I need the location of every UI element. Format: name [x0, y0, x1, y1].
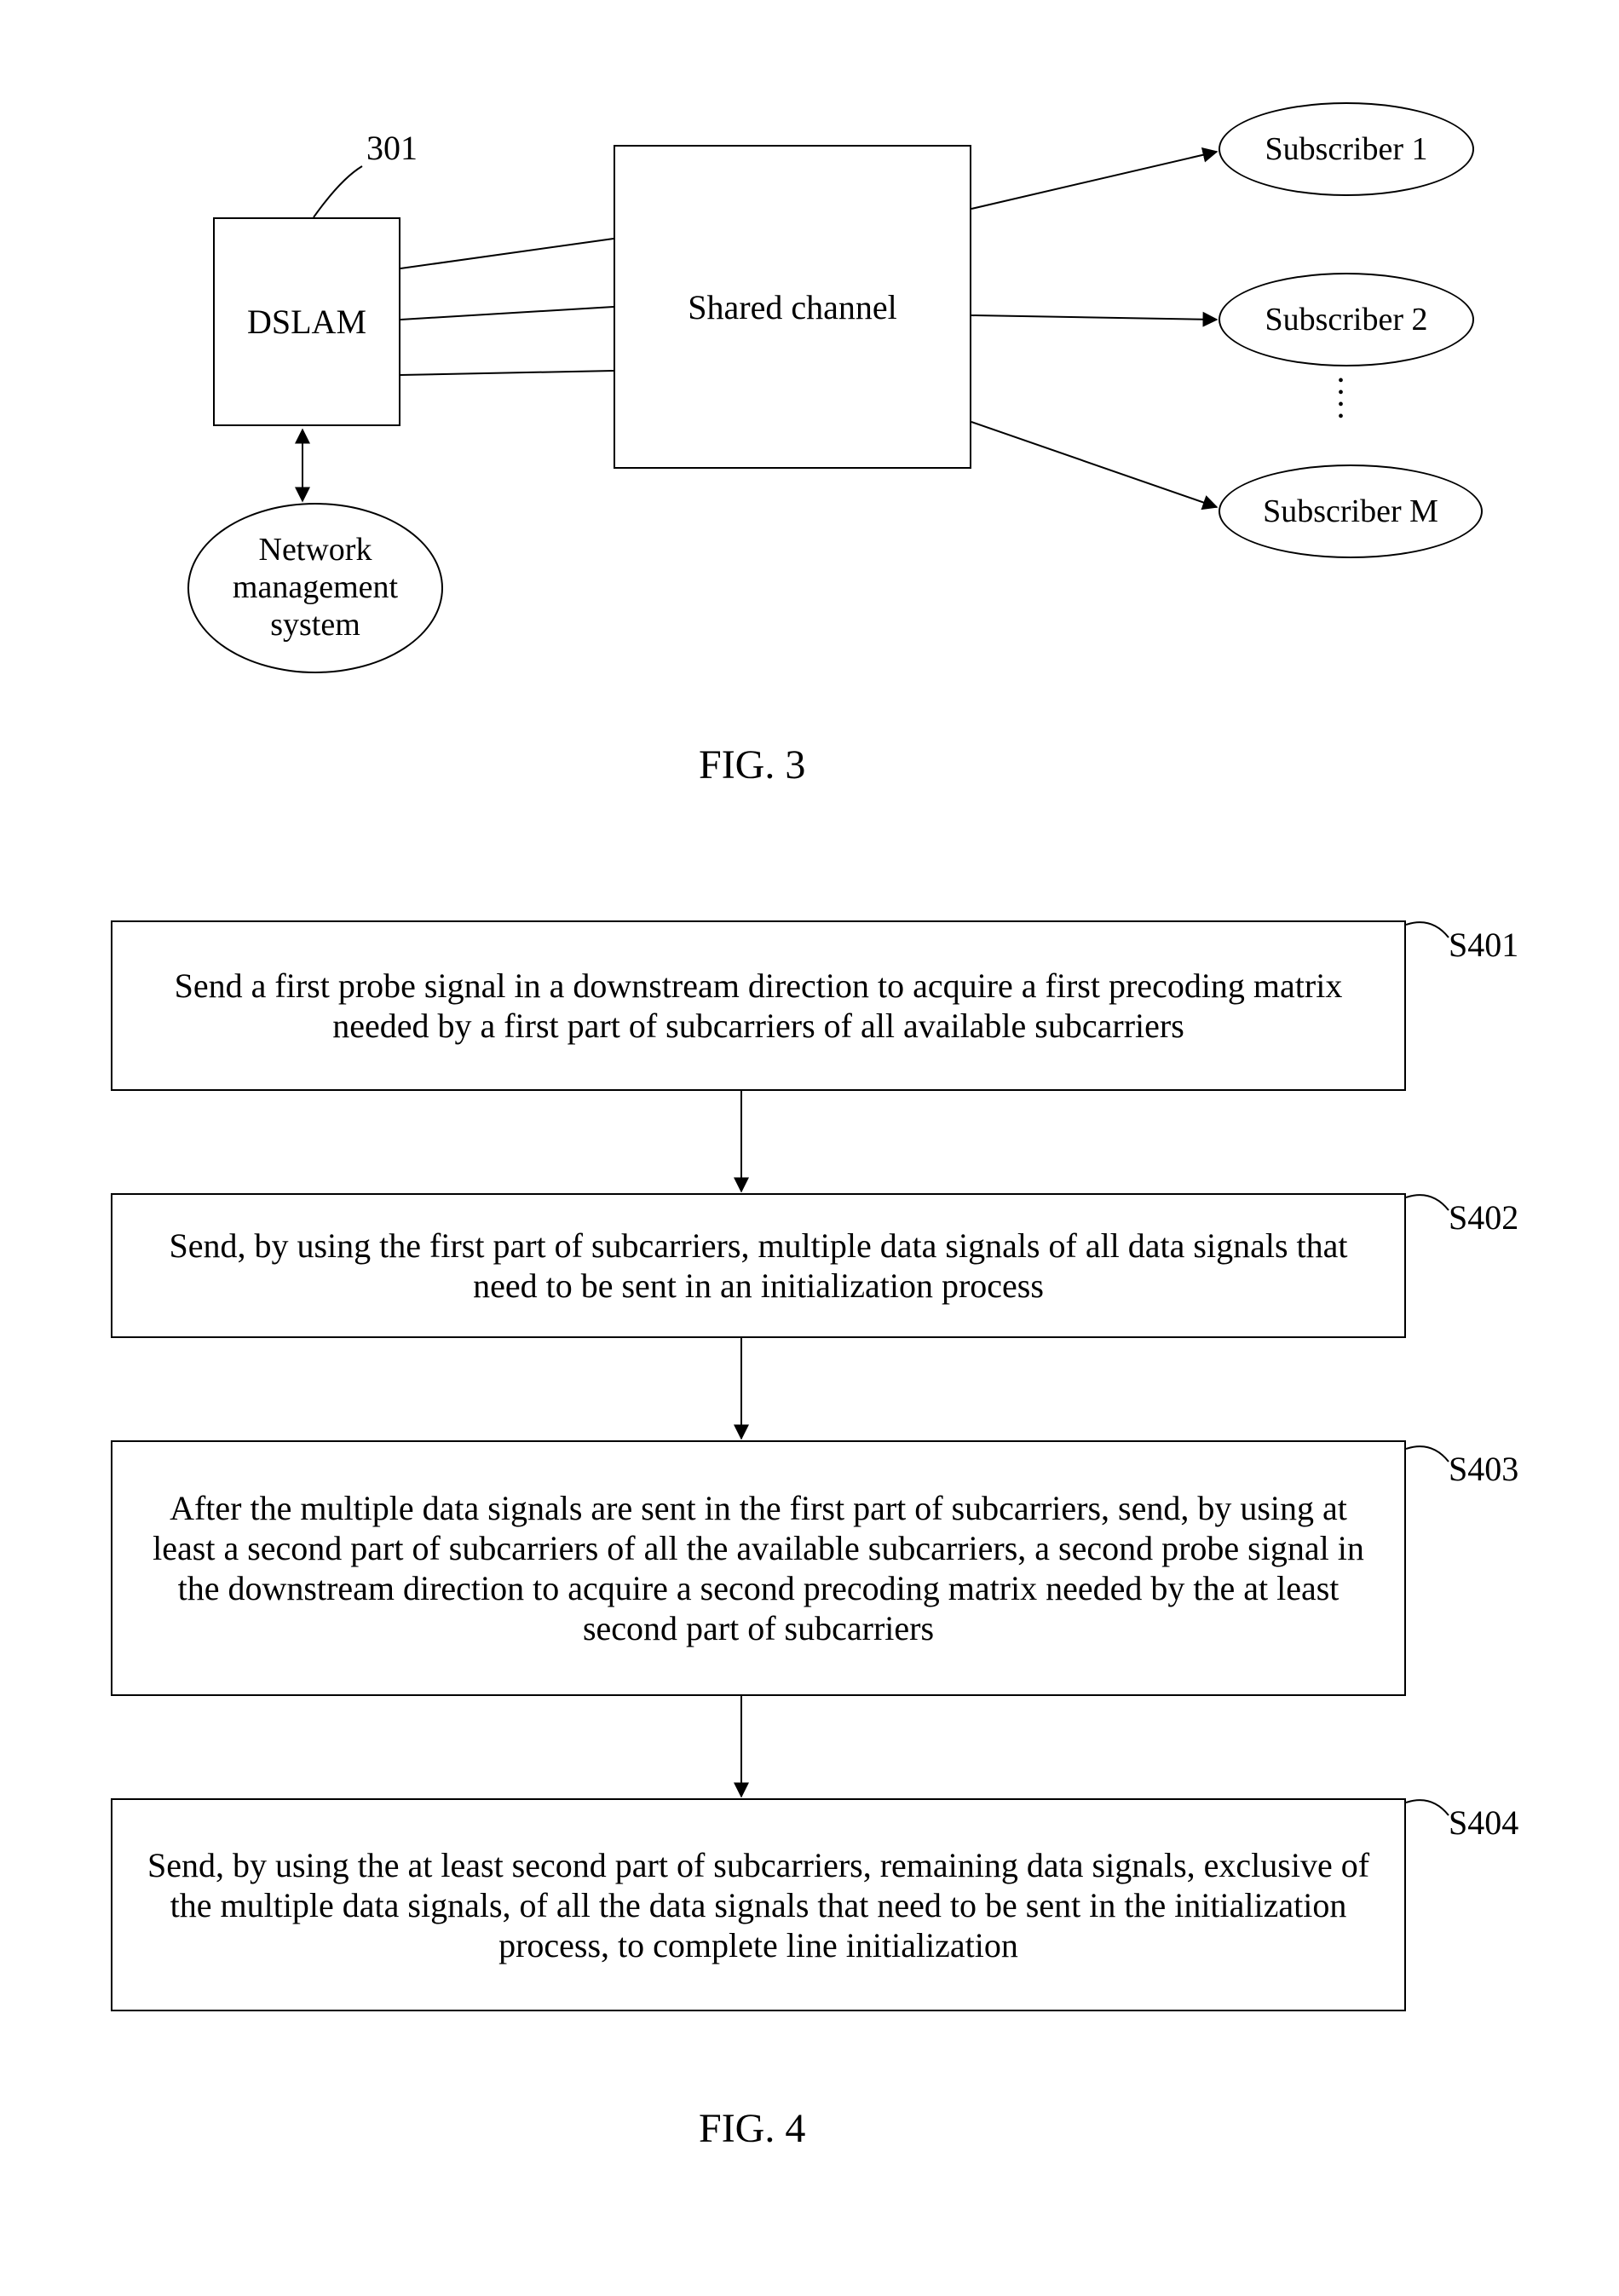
leader-s403: [1406, 1446, 1449, 1462]
tag-301-leader: [314, 166, 362, 217]
subscriber-m-ellipse: Subscriber M: [1219, 464, 1483, 558]
channel-to-sub1: [971, 152, 1217, 209]
channel-to-sub2: [971, 315, 1217, 320]
step-s401-text: Send a first probe signal in a downstrea…: [147, 966, 1370, 1046]
step-s402-box: Send, by using the first part of subcarr…: [111, 1193, 1406, 1338]
step-s404-text: Send, by using the at least second part …: [147, 1845, 1370, 1965]
step-s404-label: S404: [1449, 1803, 1518, 1843]
dslam-to-channel-3: [400, 371, 614, 375]
subscriber-1-ellipse: Subscriber 1: [1219, 102, 1474, 196]
dslam-to-channel-2: [400, 307, 614, 320]
dslam-to-channel-1: [400, 239, 614, 268]
subscriber-ellipsis: ••••: [1338, 375, 1344, 423]
subscriber-2-label: Subscriber 2: [1265, 301, 1427, 338]
dslam-tag: 301: [366, 128, 418, 168]
step-s403-text: After the multiple data signals are sent…: [147, 1488, 1370, 1648]
step-s404-box: Send, by using the at least second part …: [111, 1798, 1406, 2011]
subscriber-m-label: Subscriber M: [1263, 493, 1438, 530]
dslam-label: DSLAM: [247, 302, 366, 342]
step-s401-label: S401: [1449, 925, 1518, 965]
subscriber-2-ellipse: Subscriber 2: [1219, 273, 1474, 366]
dslam-box: DSLAM: [213, 217, 400, 426]
channel-to-subm: [971, 422, 1217, 507]
fig3-caption: FIG. 3: [699, 741, 805, 788]
nms-ellipse: Network management system: [187, 503, 443, 673]
subscriber-1-label: Subscriber 1: [1265, 130, 1427, 168]
step-s403-box: After the multiple data signals are sent…: [111, 1440, 1406, 1696]
step-s402-label: S402: [1449, 1197, 1518, 1237]
fig4-caption: FIG. 4: [699, 2105, 805, 2152]
shared-channel-box: Shared channel: [614, 145, 971, 469]
leader-s401: [1406, 922, 1449, 937]
leader-s402: [1406, 1195, 1449, 1210]
step-s401-box: Send a first probe signal in a downstrea…: [111, 920, 1406, 1091]
step-s403-label: S403: [1449, 1449, 1518, 1489]
step-s402-text: Send, by using the first part of subcarr…: [147, 1226, 1370, 1306]
leader-s404: [1406, 1800, 1449, 1815]
shared-channel-label: Shared channel: [688, 287, 896, 327]
nms-label: Network management system: [233, 532, 398, 643]
